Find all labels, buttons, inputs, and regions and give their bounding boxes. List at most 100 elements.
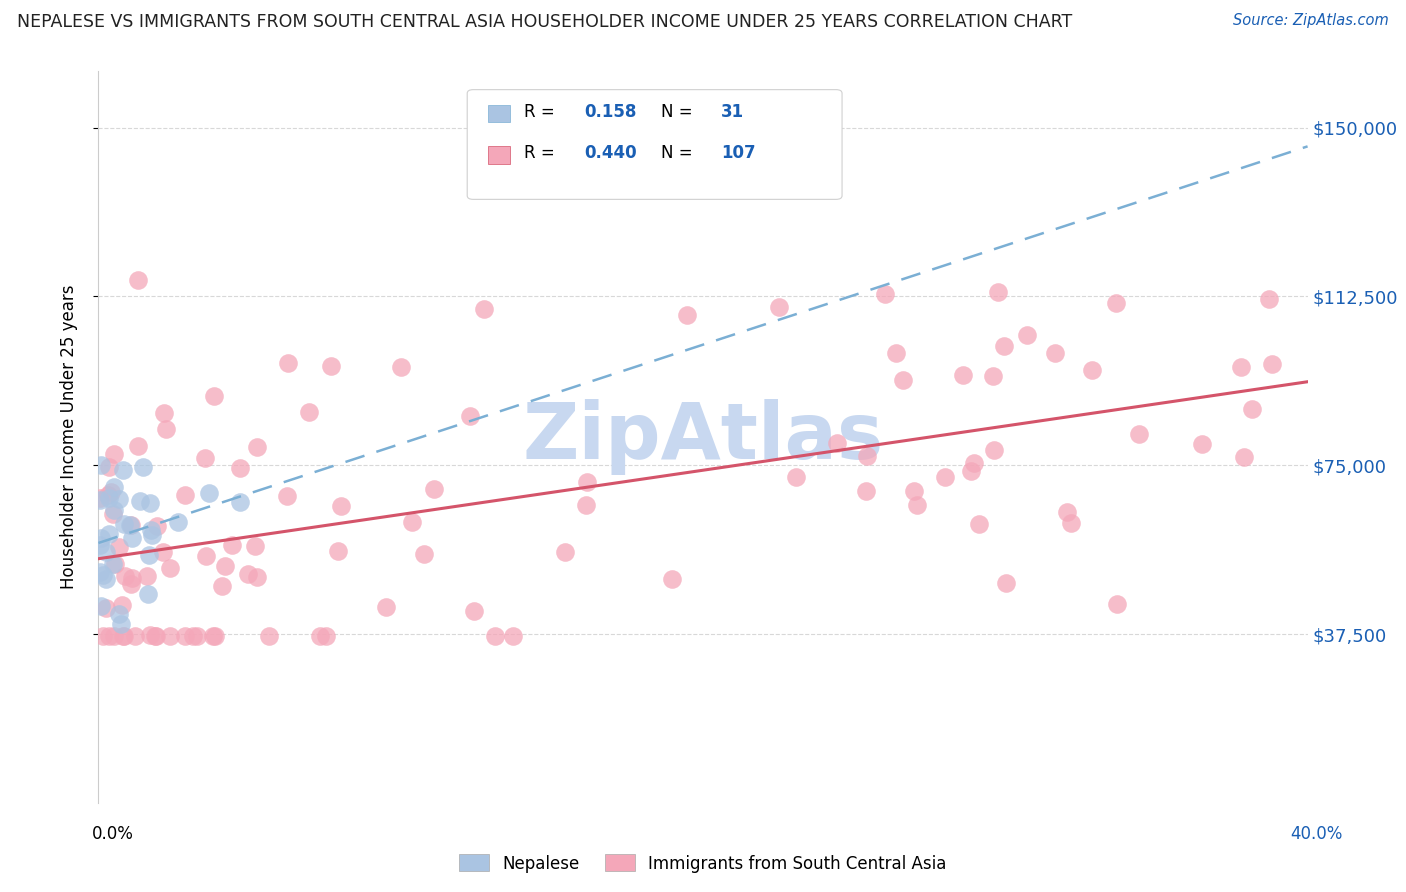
Text: 107: 107 (721, 145, 756, 162)
Text: Source: ZipAtlas.com: Source: ZipAtlas.com (1233, 13, 1389, 29)
Point (167, 515, 190, 529)
Point (121, 532, 143, 546)
Point (159, 560, 181, 574)
Point (983, 368, 1005, 383)
Point (1043, 346, 1066, 360)
Point (1257, 292, 1279, 306)
Point (963, 456, 986, 470)
Point (1105, 296, 1128, 310)
Point (90, 531, 112, 545)
Point (114, 568, 136, 582)
Point (204, 629, 226, 643)
Point (103, 557, 125, 571)
Point (1233, 450, 1256, 464)
Point (993, 339, 1015, 353)
FancyBboxPatch shape (467, 90, 842, 200)
Point (97, 491, 120, 506)
Point (825, 435, 848, 450)
Point (315, 629, 337, 643)
Point (1260, 357, 1282, 371)
Point (1056, 506, 1078, 520)
Point (89, 565, 111, 579)
Point (1105, 598, 1128, 612)
Text: 0.0%: 0.0% (91, 825, 134, 843)
Point (855, 449, 877, 463)
Point (98, 527, 121, 541)
Point (903, 483, 925, 498)
Point (139, 628, 162, 642)
Point (155, 421, 177, 435)
Point (891, 372, 914, 386)
Point (768, 301, 790, 315)
Point (90, 599, 112, 613)
Point (1080, 363, 1102, 377)
Point (422, 482, 444, 496)
Point (89, 491, 111, 506)
Legend: Nepalese, Immigrants from South Central Asia: Nepalese, Immigrants from South Central … (453, 847, 953, 880)
Point (132, 460, 155, 475)
Point (129, 494, 152, 508)
Point (875, 287, 897, 301)
Point (103, 503, 125, 517)
Point (309, 629, 332, 643)
Point (905, 498, 928, 512)
Point (146, 519, 169, 533)
Point (173, 629, 195, 643)
Point (229, 461, 252, 475)
Point (661, 572, 683, 586)
Point (94, 600, 117, 615)
Point (136, 568, 159, 582)
Point (194, 450, 217, 465)
Point (277, 356, 299, 370)
Point (111, 629, 134, 643)
Point (214, 558, 236, 573)
Point (138, 548, 160, 562)
Point (94, 545, 117, 559)
Point (246, 440, 269, 454)
Point (138, 496, 160, 510)
Point (474, 301, 496, 316)
Point (120, 518, 142, 533)
Point (101, 558, 124, 572)
Point (112, 629, 135, 643)
Point (575, 498, 598, 512)
Text: R =: R = (524, 103, 560, 120)
Point (995, 576, 1018, 591)
Point (298, 405, 321, 419)
Point (259, 629, 281, 643)
Point (326, 543, 349, 558)
Point (141, 528, 163, 542)
Point (97, 629, 120, 643)
Point (412, 547, 434, 561)
Text: N =: N = (661, 145, 697, 162)
Point (97, 459, 120, 474)
Point (174, 488, 197, 502)
Point (983, 442, 1005, 457)
Point (202, 389, 225, 403)
Text: ZipAtlas: ZipAtlas (523, 399, 883, 475)
Text: 40.0%: 40.0% (1291, 825, 1343, 843)
Point (103, 507, 125, 521)
Point (484, 629, 506, 643)
Text: 31: 31 (721, 103, 744, 120)
Text: 0.440: 0.440 (585, 145, 637, 162)
Point (94, 572, 117, 586)
Point (236, 566, 259, 581)
Point (952, 368, 974, 383)
Point (186, 629, 208, 643)
Point (111, 463, 134, 477)
Point (676, 308, 699, 322)
Point (194, 549, 217, 564)
Text: N =: N = (661, 103, 697, 120)
Point (458, 409, 481, 424)
Point (401, 516, 423, 530)
Point (197, 486, 219, 500)
Point (110, 617, 132, 632)
Point (202, 629, 225, 643)
Point (934, 470, 956, 484)
Point (502, 629, 524, 643)
Point (463, 604, 485, 618)
Point (136, 587, 159, 601)
Point (103, 629, 125, 643)
Y-axis label: Householder Income Under 25 years: Householder Income Under 25 years (59, 285, 77, 590)
